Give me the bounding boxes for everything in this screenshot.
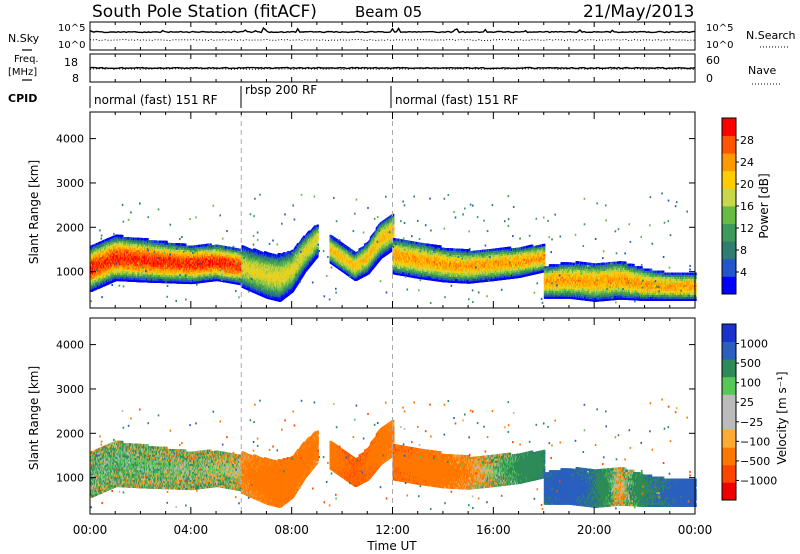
nsearch-label: N.Search (746, 29, 796, 42)
data-cell (113, 277, 116, 280)
data-cell (102, 258, 105, 261)
data-cell (95, 287, 98, 290)
data-cell (112, 243, 115, 247)
data-cell (113, 241, 116, 244)
data-cell (120, 250, 123, 254)
data-cell (103, 249, 106, 253)
data-cell (106, 254, 109, 258)
cpid-segment-3: normal (fast) 151 RF (395, 93, 519, 107)
data-cell (92, 262, 95, 266)
beam-label: Beam 05 (355, 3, 422, 21)
data-cell (119, 268, 122, 272)
nave-label: Nave (748, 64, 776, 77)
data-cell (119, 264, 122, 268)
data-cell (100, 243, 103, 246)
data-cell (115, 254, 118, 258)
nsearch-tick-top: 10^5 (706, 23, 733, 34)
freq-series (89, 66, 696, 70)
data-cell (99, 253, 102, 256)
station-title: South Pole Station (fitACF) (92, 2, 317, 22)
data-cell (114, 256, 117, 260)
data-cell (107, 277, 110, 281)
cpid-strip: CPID normal (fast) 151 RF rbsp 200 RF no… (8, 83, 519, 108)
freq-strip: Freq. [MHz] 18 8 60 0 Nave (8, 53, 780, 85)
cpid-segment-1: normal (fast) 151 RF (94, 93, 218, 107)
data-cell (118, 242, 121, 246)
freq-label-line1: Freq. (14, 54, 39, 65)
data-cell (93, 244, 96, 247)
nsky-tick-top: 10^5 (58, 23, 85, 34)
freq-tick-marks (89, 54, 696, 82)
nsky-tick-bottom: 10^0 (58, 40, 85, 51)
cpid-label: CPID (8, 92, 37, 105)
data-cell (119, 242, 122, 246)
freq-tick-top: 18 (64, 56, 78, 69)
data-cell (93, 286, 96, 289)
nsearch-series (89, 38, 696, 42)
data-cell (97, 266, 100, 269)
data-cell (119, 266, 122, 270)
nsky-tick-marks (89, 22, 696, 50)
data-cell (119, 250, 122, 254)
nave-tick-top: 60 (706, 54, 720, 67)
data-cell (116, 256, 119, 260)
data-cell (117, 248, 120, 252)
nsky-strip: N.Sky 10^5 10^0 10^5 10^0 N.Search (8, 21, 796, 51)
nsky-label: N.Sky (8, 32, 40, 45)
date-label: 21/May/2013 (583, 2, 695, 22)
freq-label-line2: [MHz] (8, 67, 37, 78)
freq-tick-bottom: 8 (72, 72, 79, 85)
power-heatmap (90, 192, 697, 304)
data-cell (113, 235, 116, 238)
cpid-segment-2: rbsp 200 RF (245, 83, 317, 97)
nsearch-tick-bottom: 10^0 (706, 40, 733, 51)
data-cell (99, 271, 102, 274)
nave-tick-bottom: 0 (706, 72, 713, 85)
nsky-series (89, 26, 696, 34)
data-cell (106, 256, 109, 260)
data-cell (119, 240, 122, 244)
